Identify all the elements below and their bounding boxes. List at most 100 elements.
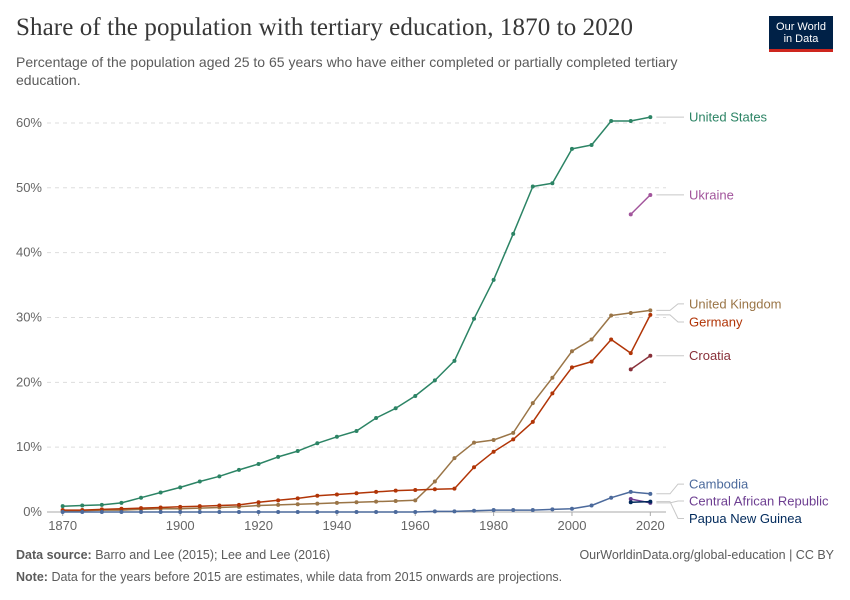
data-point[interactable]	[295, 449, 300, 454]
label-ukraine[interactable]: Ukraine	[656, 187, 734, 202]
data-point[interactable]	[530, 401, 535, 406]
data-point[interactable]	[452, 509, 457, 514]
series-cambodia[interactable]	[60, 489, 653, 514]
data-point[interactable]	[217, 510, 222, 514]
data-point[interactable]	[628, 212, 633, 217]
data-point[interactable]	[432, 509, 437, 514]
data-point[interactable]	[589, 337, 594, 342]
data-point[interactable]	[452, 486, 457, 491]
data-point[interactable]	[139, 510, 144, 514]
data-point[interactable]	[119, 510, 124, 514]
data-point[interactable]	[472, 440, 477, 445]
data-point[interactable]	[648, 308, 653, 313]
series-united-states[interactable]	[60, 115, 653, 509]
data-point[interactable]	[256, 510, 261, 514]
data-point[interactable]	[354, 500, 359, 505]
data-point[interactable]	[80, 510, 85, 514]
data-point[interactable]	[178, 510, 183, 514]
data-point[interactable]	[511, 231, 516, 236]
label-croatia[interactable]: Croatia	[656, 348, 732, 363]
data-point[interactable]	[628, 500, 633, 505]
series-line-croatia[interactable]	[630, 355, 651, 371]
data-point[interactable]	[139, 495, 144, 500]
data-point[interactable]	[472, 465, 477, 470]
label-germany[interactable]: Germany	[656, 314, 743, 330]
data-point[interactable]	[393, 406, 398, 411]
data-point[interactable]	[236, 502, 241, 507]
data-point[interactable]	[628, 497, 633, 502]
series-germany[interactable]	[60, 312, 653, 513]
data-point[interactable]	[236, 467, 241, 472]
data-point[interactable]	[413, 498, 418, 503]
data-point[interactable]	[569, 146, 574, 151]
data-point[interactable]	[393, 510, 398, 514]
owid-logo[interactable]: Our World in Data	[769, 16, 833, 52]
series-line-papua-new-guinea[interactable]	[630, 500, 651, 504]
source-link[interactable]: OurWorldinData.org/global-education	[579, 548, 786, 562]
data-point[interactable]	[60, 504, 65, 509]
data-point[interactable]	[550, 391, 555, 396]
data-point[interactable]	[491, 277, 496, 282]
data-point[interactable]	[393, 488, 398, 493]
data-point[interactable]	[550, 181, 555, 186]
data-point[interactable]	[648, 499, 653, 504]
data-point[interactable]	[276, 454, 281, 459]
data-point[interactable]	[609, 119, 614, 124]
data-point[interactable]	[511, 437, 516, 442]
label-cambodia[interactable]: Cambodia	[656, 477, 749, 495]
data-point[interactable]	[413, 510, 418, 514]
data-point[interactable]	[432, 487, 437, 492]
data-point[interactable]	[569, 365, 574, 370]
data-point[interactable]	[295, 496, 300, 501]
data-point[interactable]	[609, 495, 614, 500]
data-point[interactable]	[99, 502, 104, 507]
data-point[interactable]	[530, 508, 535, 513]
data-point[interactable]	[374, 499, 379, 504]
series-line-united-kingdom[interactable]	[62, 309, 651, 512]
data-point[interactable]	[628, 310, 633, 315]
data-point[interactable]	[60, 510, 65, 514]
data-point[interactable]	[648, 115, 653, 120]
data-point[interactable]	[452, 358, 457, 363]
data-point[interactable]	[648, 192, 653, 197]
data-point[interactable]	[295, 502, 300, 507]
data-point[interactable]	[236, 510, 241, 514]
data-point[interactable]	[472, 508, 477, 513]
data-point[interactable]	[119, 506, 124, 511]
data-point[interactable]	[550, 507, 555, 512]
series-line-united-states[interactable]	[62, 116, 651, 507]
label-united-states[interactable]: United States	[656, 110, 768, 125]
data-point[interactable]	[315, 510, 320, 514]
data-point[interactable]	[589, 503, 594, 508]
data-point[interactable]	[276, 510, 281, 514]
data-point[interactable]	[158, 510, 163, 514]
data-point[interactable]	[178, 504, 183, 509]
data-point[interactable]	[589, 143, 594, 148]
data-point[interactable]	[295, 510, 300, 514]
data-point[interactable]	[334, 510, 339, 514]
data-point[interactable]	[374, 489, 379, 494]
series-line-germany[interactable]	[62, 314, 651, 511]
data-point[interactable]	[530, 419, 535, 424]
data-point[interactable]	[158, 505, 163, 510]
data-point[interactable]	[217, 503, 222, 508]
data-point[interactable]	[569, 506, 574, 511]
data-point[interactable]	[413, 487, 418, 492]
data-point[interactable]	[530, 184, 535, 189]
data-point[interactable]	[276, 498, 281, 503]
data-point[interactable]	[628, 489, 633, 494]
data-point[interactable]	[119, 500, 124, 505]
data-point[interactable]	[354, 491, 359, 496]
data-point[interactable]	[197, 479, 202, 484]
data-point[interactable]	[334, 500, 339, 505]
data-point[interactable]	[648, 353, 653, 358]
series-croatia[interactable]	[628, 353, 653, 372]
label-united-kingdom[interactable]: United Kingdom	[656, 296, 782, 311]
data-point[interactable]	[334, 492, 339, 497]
data-point[interactable]	[256, 462, 261, 467]
data-point[interactable]	[99, 510, 104, 514]
series-united-kingdom[interactable]	[60, 308, 653, 513]
data-point[interactable]	[648, 491, 653, 496]
data-point[interactable]	[354, 510, 359, 514]
data-point[interactable]	[374, 415, 379, 420]
